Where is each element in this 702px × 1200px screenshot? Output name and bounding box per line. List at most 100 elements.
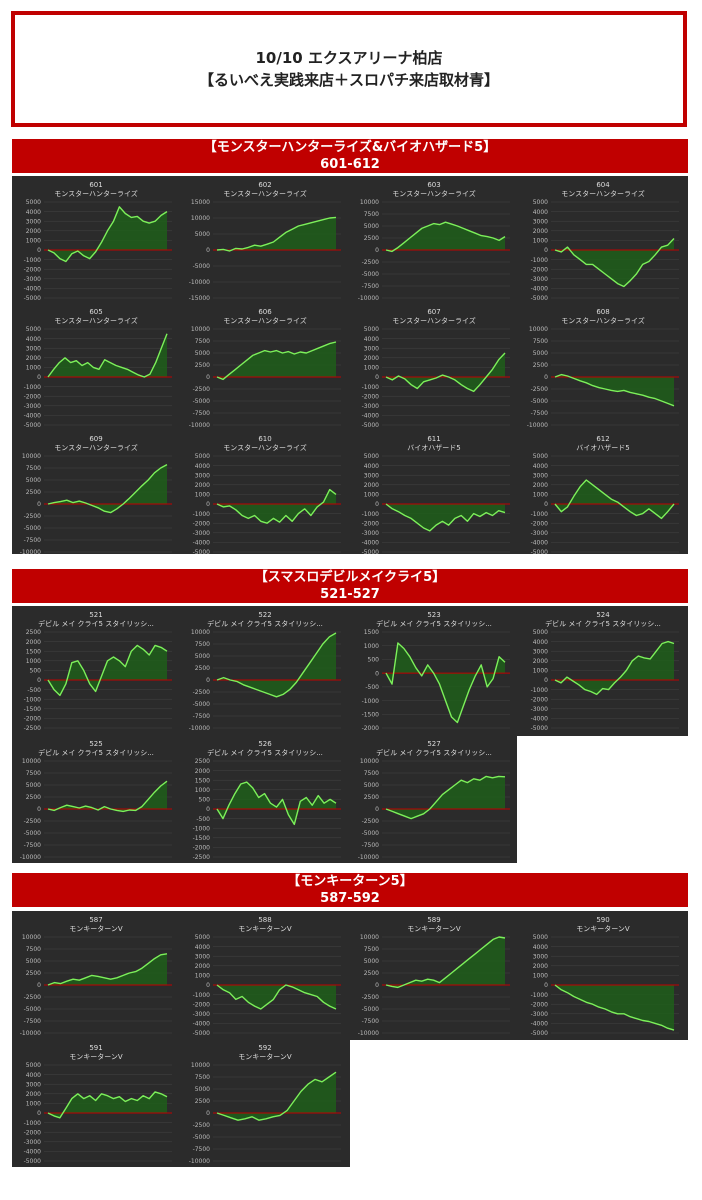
- y-tick-label: 5000: [195, 350, 210, 357]
- section-range: 601-612: [320, 157, 380, 172]
- y-tick-label: -7500: [24, 842, 42, 849]
- y-tick-label: 0: [375, 670, 379, 677]
- y-tick-label: 4000: [26, 209, 41, 216]
- y-tick-label: -10000: [189, 279, 210, 286]
- chart-number: 527: [427, 740, 440, 748]
- y-tick-label: 0: [544, 247, 548, 254]
- title-box: 10/10 エクスアリーナ柏店 【るいべえ実践来店＋スロパチ来店取材青】: [11, 11, 687, 127]
- chart-number: 587: [89, 916, 102, 924]
- y-tick-label: -5000: [24, 830, 42, 837]
- y-tick-label: -500: [196, 816, 210, 823]
- y-tick-label: 5000: [195, 231, 210, 238]
- y-tick-label: 2500: [195, 362, 210, 369]
- series-line: [385, 642, 506, 724]
- area-fill: [48, 953, 167, 985]
- y-tick-label: 5000: [26, 477, 41, 484]
- chart-number: 521: [89, 611, 102, 619]
- y-tick-label: -1000: [362, 511, 380, 518]
- y-tick-label: 5000: [364, 223, 379, 230]
- chart-name: モンスターハンターライズ: [223, 443, 307, 452]
- y-tick-label: 0: [206, 806, 210, 813]
- y-tick-label: 3000: [364, 345, 379, 352]
- y-tick-label: -10000: [189, 725, 210, 732]
- series-line: [554, 640, 675, 696]
- y-tick-label: 2500: [533, 362, 548, 369]
- chart-number: 590: [596, 916, 609, 924]
- y-tick-label: 5000: [533, 453, 548, 460]
- y-tick-label: 0: [206, 247, 210, 254]
- y-tick-label: 1000: [26, 238, 41, 245]
- y-tick-label: -4000: [193, 540, 211, 547]
- y-tick-label: -2000: [24, 716, 42, 723]
- y-tick-label: -2500: [362, 994, 380, 1001]
- y-tick-label: 3000: [195, 953, 210, 960]
- y-tick-label: 4000: [195, 944, 210, 951]
- series-line: [554, 238, 675, 288]
- y-tick-label: -5000: [193, 398, 211, 405]
- y-tick-label: 1000: [195, 787, 210, 794]
- y-tick-label: -3000: [362, 403, 380, 410]
- area-fill: [386, 937, 505, 988]
- chart-number: 522: [258, 611, 271, 619]
- y-tick-label: 2000: [195, 768, 210, 775]
- chart-number: 611: [427, 435, 440, 443]
- y-tick-label: 10000: [22, 453, 41, 460]
- y-tick-label: 10000: [22, 758, 41, 765]
- series-line: [47, 206, 168, 263]
- y-tick-label: -1500: [24, 706, 42, 713]
- y-tick-label: 5000: [364, 453, 379, 460]
- y-tick-label: 5000: [26, 199, 41, 206]
- area-fill: [217, 1072, 336, 1121]
- y-tick-label: 2500: [195, 1098, 210, 1105]
- y-tick-label: -3000: [362, 530, 380, 537]
- y-tick-label: -2500: [193, 689, 211, 696]
- y-tick-label: -10000: [20, 1030, 41, 1037]
- y-tick-label: -1000: [362, 384, 380, 391]
- y-tick-label: 500: [368, 657, 380, 664]
- series-line: [47, 463, 168, 514]
- y-tick-label: 1000: [533, 492, 548, 499]
- chart-name: デビル メイ クライ5 スタイリッシ...: [38, 748, 154, 757]
- y-tick-label: 2500: [364, 794, 379, 801]
- y-tick-label: 1000: [26, 365, 41, 372]
- section-header-mt: 【モンキーターン5】 587-592: [12, 873, 688, 907]
- y-tick-label: -2000: [531, 266, 549, 273]
- y-tick-label: 1000: [26, 658, 41, 665]
- area-fill: [386, 222, 505, 252]
- y-tick-label: 2000: [195, 963, 210, 970]
- y-tick-label: -5000: [531, 398, 549, 405]
- y-tick-label: 10000: [191, 326, 210, 333]
- chart-name: バイオハザード5: [576, 444, 629, 452]
- y-tick-label: 0: [375, 982, 379, 989]
- chart-name: デビル メイ クライ5 スタイリッシ...: [207, 748, 323, 757]
- chart-number: 588: [258, 916, 271, 924]
- y-tick-label: -1000: [24, 384, 42, 391]
- y-tick-label: 2000: [364, 482, 379, 489]
- chart-name: モンスターハンターライズ: [392, 316, 476, 325]
- y-tick-label: 5000: [364, 782, 379, 789]
- y-tick-label: -7500: [24, 1018, 42, 1025]
- y-tick-label: 1000: [26, 1101, 41, 1108]
- y-tick-label: 2500: [26, 794, 41, 801]
- y-tick-label: -7500: [362, 283, 380, 290]
- y-tick-label: 2000: [533, 482, 548, 489]
- y-tick-label: 7500: [195, 641, 210, 648]
- y-tick-label: -7500: [362, 842, 380, 849]
- y-tick-label: 0: [37, 247, 41, 254]
- y-tick-label: 5000: [533, 934, 548, 941]
- y-tick-label: -2500: [531, 386, 549, 393]
- y-tick-label: -2500: [24, 994, 42, 1001]
- y-tick-label: 2000: [364, 355, 379, 362]
- y-tick-label: 4000: [533, 639, 548, 646]
- y-tick-label: -5000: [531, 295, 549, 302]
- y-tick-label: -1000: [531, 687, 549, 694]
- series-line: [554, 479, 675, 520]
